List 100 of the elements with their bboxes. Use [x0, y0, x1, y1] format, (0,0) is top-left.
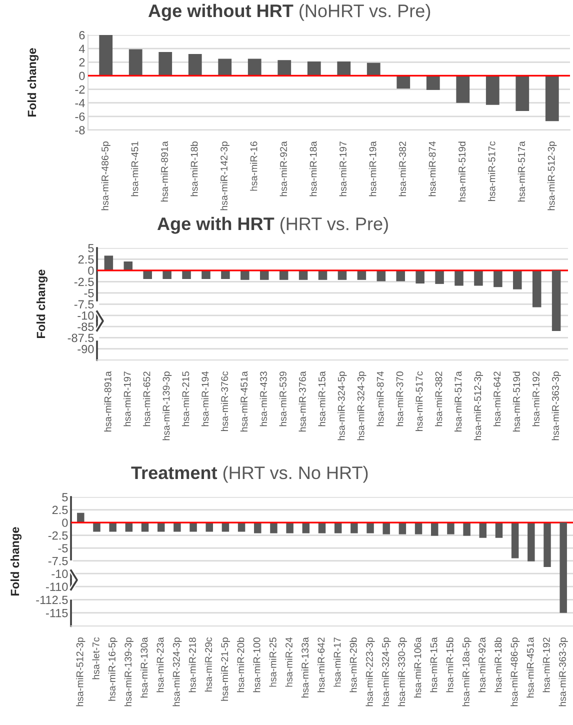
x-tick-label: hsa-miR-517a — [518, 141, 526, 202]
bar — [426, 76, 440, 90]
x-tick-label: hsa-miR-324-3p — [172, 638, 182, 706]
y-tick-label: 2 — [79, 58, 85, 66]
y-tick-label: 2.5 — [78, 255, 94, 264]
x-tick-label: hsa-miR-15b — [446, 638, 454, 692]
x-tick-label: hsa-miR-92a — [478, 637, 486, 692]
x-tick-label: hsa-miR-194 — [201, 371, 209, 426]
x-tick-label: hsa-miR-382 — [435, 372, 442, 426]
y-tick-label: -2 — [75, 85, 85, 94]
x-tick-label: hsa-miR-874 — [428, 141, 436, 196]
x-tick-label: hsa-miR-874 — [376, 371, 384, 426]
x-tick-label: hsa-miR-451 — [131, 142, 138, 196]
x-tick-label: hsa-miR-19a — [369, 141, 376, 196]
bar — [248, 58, 262, 76]
x-tick-label: hsa-miR-517c — [488, 141, 496, 201]
x-tick-label: hsa-miR-192 — [542, 638, 550, 692]
y-tick-label: 5 — [62, 493, 68, 502]
y-tick-label: -90 — [78, 344, 94, 354]
bar — [545, 76, 559, 122]
x-tick-label: hsa-miR-517c — [416, 371, 423, 431]
y-tick-label: -6 — [75, 112, 85, 121]
bar — [456, 76, 470, 103]
bar — [486, 76, 500, 105]
x-tick-label: hsa-miR-363-3p — [552, 372, 561, 440]
x-tick-label: hsa-miR-18a — [310, 141, 317, 196]
x-tick-label: hsa-miR-92a — [280, 141, 287, 196]
bar — [307, 61, 321, 76]
x-tick-label: hsa-miR-130a — [140, 637, 148, 698]
x-tick-label: hsa-miR-16 — [250, 142, 258, 191]
chart-title: Age without HRT — [148, 4, 294, 21]
y-tick-label: -87.5 — [68, 334, 94, 342]
y-tick-label: 6 — [79, 31, 85, 40]
bar — [366, 62, 380, 76]
bar — [396, 270, 405, 282]
x-tick-label: hsa-miR-18b — [190, 142, 198, 196]
bar — [416, 270, 424, 284]
x-tick-label: hsa-miR-142-3p — [220, 142, 230, 210]
bar — [128, 49, 142, 76]
x-tick-label: hsa-miR-16-5p — [108, 638, 118, 701]
x-tick-label: hsa-miR-512-3p — [548, 142, 557, 210]
x-tick-label: hsa-miR-29b — [350, 638, 357, 692]
x-tick-label: hsa-miR-512-3p — [474, 372, 484, 440]
x-tick-label: hsa-miR-20b — [237, 638, 244, 692]
x-tick-label: hsa-miR-324-5p — [382, 638, 391, 706]
chart-title: Treatment — [131, 466, 218, 480]
x-tick-label: hsa-let-7c — [92, 637, 100, 680]
x-tick-label: hsa-miR-370 — [396, 371, 404, 426]
y-tick-label: -4 — [75, 99, 85, 108]
x-tick-label: hsa-miR-512-3p — [76, 638, 86, 706]
x-tick-label: hsa-miR-106a — [414, 637, 422, 698]
x-tick-label: hsa-miR-652 — [143, 372, 150, 426]
x-tick-label: hsa-miR-517a — [454, 371, 462, 432]
x-tick-label: hsa-miR-29c — [204, 637, 212, 692]
x-tick-label: hsa-miR-24 — [285, 637, 292, 687]
x-tick-label: hsa-miR-197 — [124, 372, 131, 426]
x-tick-label: hsa-miR-519d — [512, 372, 520, 432]
y-tick-label: 2.5 — [52, 506, 68, 514]
bar — [278, 60, 292, 76]
y-axis-title: Fold change — [27, 48, 39, 116]
y-tick-label: -115 — [46, 609, 68, 618]
x-tick-label: hsa-miR-192 — [532, 372, 540, 426]
x-tick-label: hsa-miR-642 — [493, 372, 501, 426]
x-tick-label: hsa-miR-23a — [156, 637, 164, 692]
y-tick-label: -85 — [78, 322, 94, 331]
x-tick-label: hsa-miR-330-3p — [398, 638, 407, 706]
bar — [513, 270, 522, 290]
y-tick-label: 4 — [78, 44, 85, 53]
x-tick-label: hsa-miR-18a-5p — [462, 638, 472, 706]
x-tick-label: hsa-miR-486-5p — [101, 142, 110, 210]
x-tick-label: hsa-miR-133a — [301, 637, 309, 698]
bar — [218, 58, 232, 76]
x-tick-label: hsa-miR-376a — [298, 371, 306, 432]
bar — [337, 61, 351, 76]
x-tick-label: hsa-miR-218 — [188, 638, 196, 692]
y-tick-label: 0 — [88, 266, 94, 275]
y-tick-label: -7.5 — [48, 557, 68, 566]
x-tick-label: hsa-miR-433 — [260, 372, 267, 426]
bar — [396, 76, 410, 89]
x-tick-label: hsa-miR-451a — [240, 371, 248, 432]
x-tick-label: hsa-miR-223-3p — [366, 638, 375, 706]
y-axis-title: Fold change — [10, 527, 22, 596]
y-tick-label: -5 — [84, 289, 94, 298]
y-tick-label: 0 — [62, 518, 68, 527]
y-tick-label: -112.5 — [36, 596, 68, 604]
chart-subtitle: (HRT vs. No HRT) — [223, 466, 368, 483]
x-tick-label: hsa-miR-197 — [339, 142, 346, 196]
y-tick-label: -8 — [75, 126, 85, 134]
y-tick-label: -10 — [78, 311, 94, 320]
y-tick-label: -110 — [46, 582, 68, 591]
x-tick-label: hsa-miR-25 — [269, 638, 276, 687]
x-tick-label: hsa-miR-376c — [220, 371, 228, 431]
bar — [474, 270, 483, 286]
x-tick-label: hsa-miR-100 — [253, 637, 260, 692]
y-tick-label: -2.5 — [48, 531, 68, 540]
bar — [104, 256, 114, 270]
y-tick-label: -2.5 — [74, 278, 94, 286]
x-tick-label: hsa-miR-15a — [318, 371, 326, 426]
chart-subtitle: (NoHRT vs. Pre) — [300, 4, 430, 21]
x-tick-label: hsa-miR-324-5p — [338, 372, 347, 440]
